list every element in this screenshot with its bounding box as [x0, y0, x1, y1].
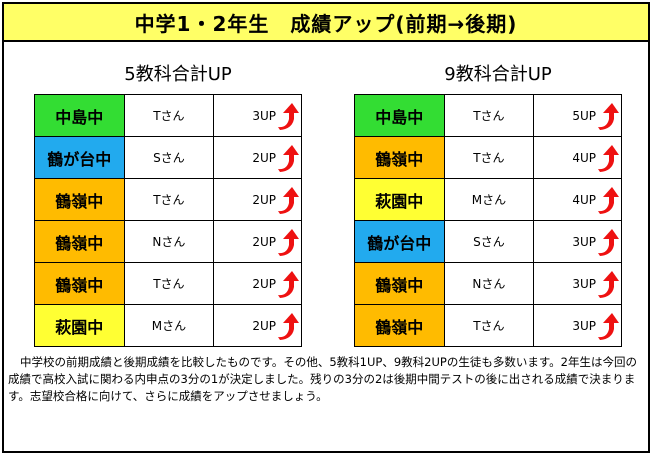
student-name-cell: Mさん [443, 178, 535, 221]
explanation-note: 中学校の前期成績と後期成績を比較したものです。その他、5教科1UP、9教科2UP… [8, 355, 637, 403]
improvement-value: 5UP [572, 108, 596, 123]
school-cell: 萩園中 [34, 304, 125, 347]
five-subject-section: 5教科合計UP 中島中 Tさん 3UP 鶴が台中 Sさん 2UP 鶴嶺中 Tさん 2UP 鶴嶺中 N… [34, 62, 302, 347]
school-cell: 中島中 [354, 94, 445, 137]
improvement-cell: 2UP [213, 262, 302, 305]
five-subject-heading: 5教科合計UP [124, 64, 232, 85]
improvement-cell: 2UP [213, 220, 302, 263]
up-arrow-icon [278, 102, 299, 130]
improvement-cell: 2UP [213, 178, 302, 221]
improvement-value: 4UP [572, 192, 596, 207]
student-name-cell: Sさん [443, 220, 535, 263]
table-row: 萩園中 Mさん 2UP [34, 304, 302, 347]
student-name-cell: Nさん [443, 262, 535, 305]
nine-subject-heading: 9教科合計UP [444, 64, 552, 85]
student-name-cell: Nさん [123, 220, 215, 263]
improvement-cell: 3UP [213, 94, 302, 137]
table-row: 鶴が台中 Sさん 3UP [354, 220, 622, 263]
school-cell: 鶴嶺中 [354, 304, 445, 347]
student-name-cell: Tさん [443, 304, 535, 347]
up-arrow-icon [278, 270, 299, 298]
up-arrow-icon [278, 144, 299, 172]
student-name-cell: Mさん [123, 304, 215, 347]
up-arrow-icon [598, 228, 619, 256]
up-arrow-icon [598, 270, 619, 298]
school-cell: 鶴嶺中 [354, 136, 445, 179]
student-name-cell: Tさん [443, 136, 535, 179]
up-arrow-icon [278, 186, 299, 214]
improvement-value: 3UP [252, 108, 276, 123]
up-arrow-icon [598, 312, 619, 340]
improvement-value: 4UP [572, 150, 596, 165]
table-row: 鶴嶺中 Tさん 4UP [354, 136, 622, 179]
up-arrow-icon [598, 186, 619, 214]
up-arrow-icon [598, 144, 619, 172]
student-name-cell: Sさん [123, 136, 215, 179]
table-row: 鶴嶺中 Nさん 2UP [34, 220, 302, 263]
table-row: 鶴嶺中 Nさん 3UP [354, 262, 622, 305]
improvement-cell: 2UP [213, 304, 302, 347]
improvement-value: 3UP [572, 318, 596, 333]
nine-subject-table: 中島中 Tさん 5UP 鶴嶺中 Tさん 4UP 萩園中 Mさん 4UP 鶴が台中 Sさん 3UP 鶴嶺中… [354, 94, 622, 347]
student-name-cell: Tさん [123, 178, 215, 221]
improvement-value: 2UP [252, 318, 276, 333]
school-cell: 鶴が台中 [354, 220, 445, 263]
table-row: 中島中 Tさん 5UP [354, 94, 622, 137]
table-row: 鶴が台中 Sさん 2UP [34, 136, 302, 179]
improvement-cell: 3UP [533, 304, 622, 347]
student-name-cell: Tさん [443, 94, 535, 137]
student-name-cell: Tさん [123, 94, 215, 137]
table-row: 鶴嶺中 Tさん 2UP [34, 262, 302, 305]
table-row: 中島中 Tさん 3UP [34, 94, 302, 137]
school-cell: 鶴嶺中 [34, 220, 125, 263]
up-arrow-icon [278, 228, 299, 256]
student-name-cell: Tさん [123, 262, 215, 305]
page-title: 中学1・2年生 成績アップ(前期→後期) [4, 4, 648, 42]
improvement-value: 2UP [252, 150, 276, 165]
up-arrow-icon [598, 102, 619, 130]
table-row: 萩園中 Mさん 4UP [354, 178, 622, 221]
improvement-cell: 3UP [533, 220, 622, 263]
table-row: 鶴嶺中 Tさん 3UP [354, 304, 622, 347]
improvement-cell: 3UP [533, 262, 622, 305]
improvement-cell: 2UP [213, 136, 302, 179]
improvement-value: 2UP [252, 192, 276, 207]
five-subject-table: 中島中 Tさん 3UP 鶴が台中 Sさん 2UP 鶴嶺中 Tさん 2UP 鶴嶺中 Nさん 2UP 鶴嶺中… [34, 94, 302, 347]
school-cell: 中島中 [34, 94, 125, 137]
table-row: 鶴嶺中 Tさん 2UP [34, 178, 302, 221]
improvement-cell: 4UP [533, 178, 622, 221]
school-cell: 鶴嶺中 [34, 178, 125, 221]
improvement-cell: 4UP [533, 136, 622, 179]
improvement-value: 2UP [252, 276, 276, 291]
improvement-value: 2UP [252, 234, 276, 249]
improvement-value: 3UP [572, 234, 596, 249]
school-cell: 鶴が台中 [34, 136, 125, 179]
results-panel: 中学1・2年生 成績アップ(前期→後期) 5教科合計UP 中島中 Tさん 3UP 鶴が… [2, 2, 650, 453]
nine-subject-section: 9教科合計UP 中島中 Tさん 5UP 鶴嶺中 Tさん 4UP 萩園中 Mさん 4UP 鶴が台中 S… [354, 62, 622, 347]
school-cell: 鶴嶺中 [34, 262, 125, 305]
improvement-cell: 5UP [533, 94, 622, 137]
school-cell: 萩園中 [354, 178, 445, 221]
up-arrow-icon [278, 312, 299, 340]
school-cell: 鶴嶺中 [354, 262, 445, 305]
improvement-value: 3UP [572, 276, 596, 291]
